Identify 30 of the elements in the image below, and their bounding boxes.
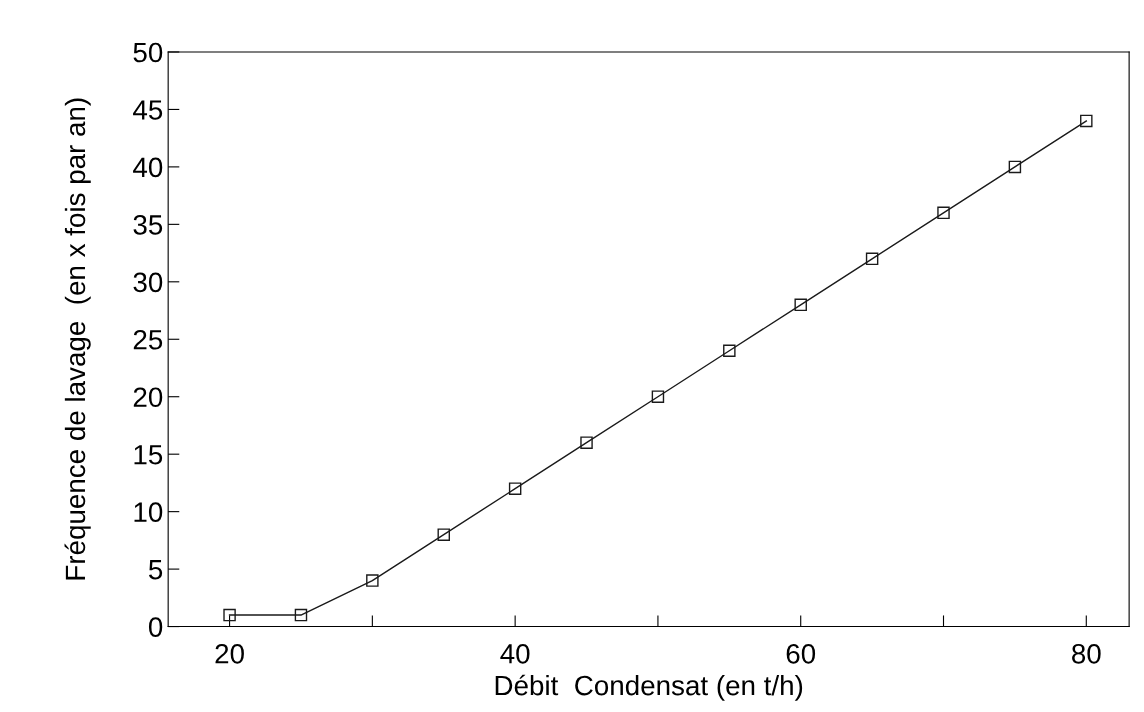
- y-tick-label: 10: [134, 502, 163, 522]
- y-tick-label: 40: [133, 157, 163, 178]
- y-tick-label: 15: [134, 445, 163, 465]
- point: [580, 436, 593, 449]
- x-tick-label: 20: [215, 643, 244, 664]
- y-tick-label: 45: [133, 100, 163, 120]
- point: [366, 574, 379, 587]
- x-tick-label: 60: [786, 643, 816, 664]
- point: [723, 344, 736, 358]
- y-tick-label: 25: [133, 329, 163, 350]
- point: [865, 252, 879, 266]
- y-tick-label: 5: [148, 560, 163, 580]
- point: [1080, 114, 1093, 128]
- y-tick-label: 30: [133, 272, 163, 293]
- point: [937, 206, 950, 220]
- point: [794, 298, 807, 312]
- y-tick-label: 0: [148, 617, 163, 637]
- x-tick-label: 40: [500, 643, 530, 664]
- y-tick-label: 50: [133, 42, 163, 63]
- y-axis-title: Fréquence de lavage (en x fois par an): [64, 98, 91, 580]
- point: [1008, 160, 1022, 174]
- point: [508, 482, 522, 495]
- x-tick-label: 80: [1072, 643, 1101, 664]
- point: [223, 608, 236, 622]
- point: [294, 608, 308, 622]
- y-tick-label: 35: [133, 215, 163, 235]
- x-axis-title: Débit Condensat (en t/h): [495, 674, 803, 701]
- point: [437, 528, 450, 541]
- y-tick-label: 20: [133, 387, 163, 408]
- point: [651, 390, 665, 403]
